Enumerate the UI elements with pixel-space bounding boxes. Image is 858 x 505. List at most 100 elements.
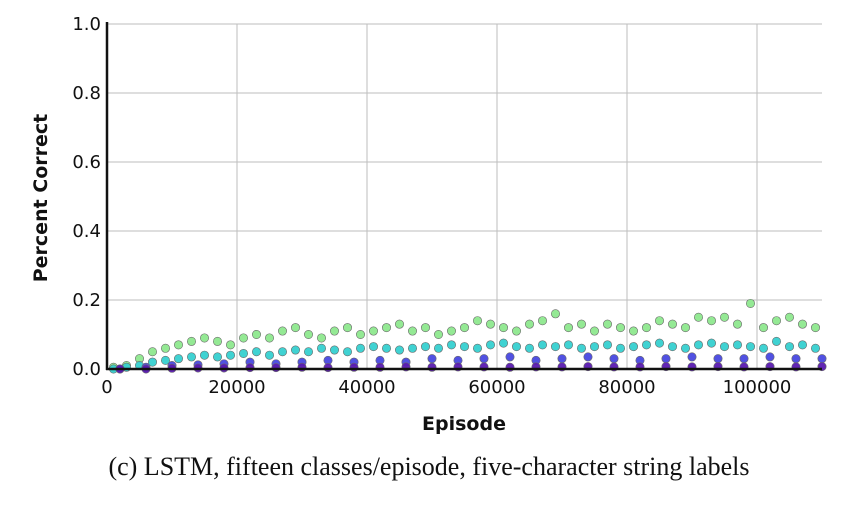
data-point [602,319,612,329]
data-point [680,343,690,353]
data-point [239,333,249,343]
data-point [368,326,378,336]
data-point [239,348,249,358]
data-point [498,323,508,333]
data-point [420,342,430,352]
data-point [791,354,801,364]
data-point [524,343,534,353]
data-point [758,343,768,353]
data-point [226,340,236,350]
data-point [485,340,495,350]
data-point [732,340,742,350]
data-point [407,343,417,353]
data-point [771,316,781,326]
x-tick-label: 80000 [598,377,655,398]
data-point [420,323,430,333]
data-point [693,312,703,322]
data-point [264,333,274,343]
data-point [485,319,495,329]
grid [107,23,822,369]
data-point [148,357,158,367]
data-point [277,347,287,357]
data-point [303,329,313,339]
y-tick-label: 0.0 [72,359,101,380]
data-point [784,312,794,322]
data-point [433,329,443,339]
data-point [667,319,677,329]
data-point [427,354,437,364]
data-point [316,343,326,353]
data-point [252,329,262,339]
y-tick-label: 1.0 [72,14,101,35]
data-point [174,354,184,364]
data-points [109,298,827,374]
data-point [550,309,560,319]
data-point [381,343,391,353]
data-point [303,347,313,357]
data-point [394,319,404,329]
data-point [277,326,287,336]
data-point [342,347,352,357]
data-point [817,354,827,364]
data-point [732,319,742,329]
data-point [661,354,671,364]
data-point [641,340,651,350]
tick-labels: 0 20000 40000 60000 80000 100000 0.0 0.2 0.4 0.6 0… [72,14,791,398]
data-point [271,363,281,373]
y-axis-title: Percent Correct [30,114,52,283]
data-point [758,323,768,333]
data-point [290,323,300,333]
data-point [615,323,625,333]
data-point [213,352,223,362]
data-point [459,342,469,352]
data-point [355,343,365,353]
data-point [200,333,210,343]
data-point [706,338,716,348]
data-point [323,363,333,373]
data-point [719,342,729,352]
data-point [511,326,521,336]
data-point [713,354,723,364]
data-point [394,345,404,355]
data-point [226,350,236,360]
data-point [290,345,300,355]
data-point [355,329,365,339]
data-point [381,323,391,333]
data-point [368,342,378,352]
x-tick-label: 100000 [723,377,792,398]
axes [105,22,822,371]
data-point [739,354,749,364]
data-point [537,340,547,350]
data-point [498,338,508,348]
data-point [797,340,807,350]
data-point [609,354,619,364]
data-point [687,352,697,362]
data-point [680,323,690,333]
data-point [771,336,781,346]
data-point [213,336,223,346]
data-point [602,340,612,350]
data-point [524,319,534,329]
figure-caption: (c) LSTM, fifteen classes/episode, five-… [108,452,750,481]
data-point [446,340,456,350]
y-tick-label: 0.4 [72,221,101,242]
data-point [161,343,171,353]
x-tick-label: 20000 [208,377,265,398]
data-point [563,340,573,350]
data-point [472,316,482,326]
data-point [784,342,794,352]
data-point [628,326,638,336]
x-tick-label: 40000 [338,377,395,398]
data-point [550,342,560,352]
data-point [537,316,547,326]
data-point [654,338,664,348]
x-axis-title: Episode [422,413,506,435]
x-tick-label: 60000 [468,377,525,398]
data-point [628,342,638,352]
y-tick-label: 0.8 [72,83,101,104]
data-point [161,355,171,365]
data-point [264,350,274,360]
data-point [589,326,599,336]
data-point [245,363,255,373]
